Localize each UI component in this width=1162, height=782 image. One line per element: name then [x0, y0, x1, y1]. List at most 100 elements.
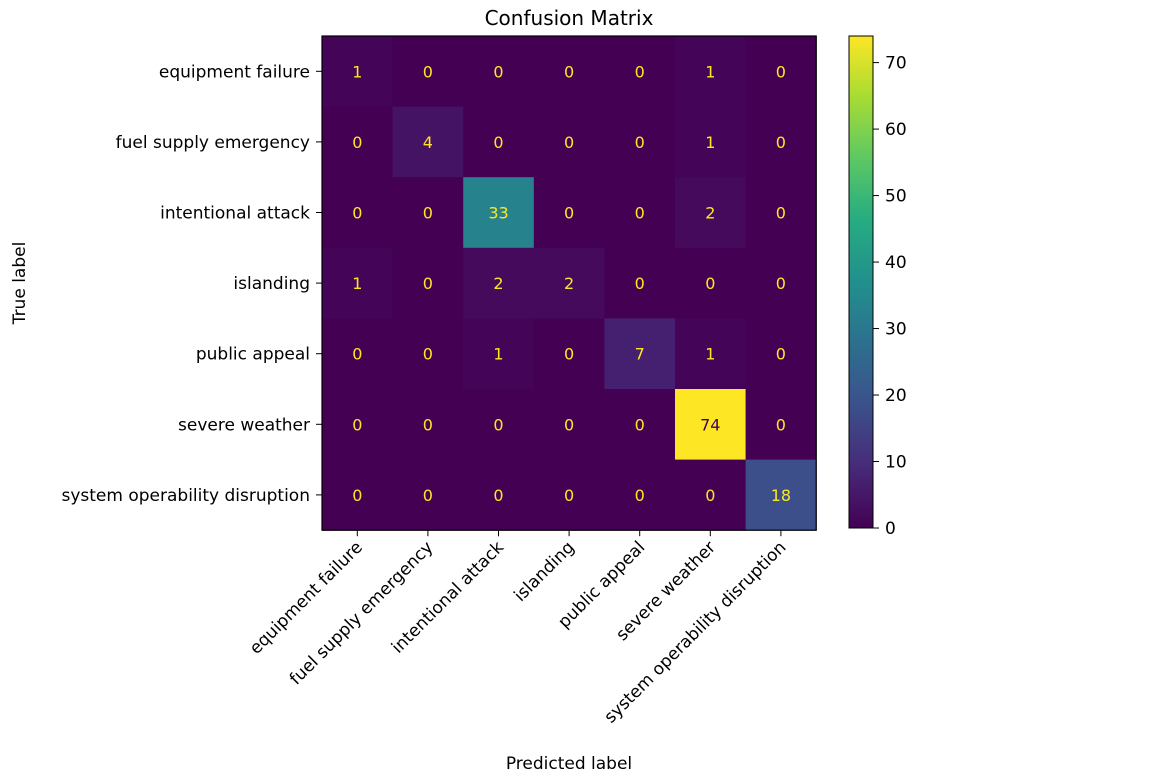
heatmap-cell: [392, 318, 464, 390]
cell-value-label: 0: [493, 62, 503, 81]
cell-value-label: 0: [352, 345, 362, 364]
colorbar-tick-label: 50: [885, 187, 907, 207]
cell-value-label: 2: [705, 204, 715, 223]
heatmap-cell: [604, 106, 676, 178]
cell-value-label: 0: [423, 274, 433, 293]
cell-value-labels: 1 0 0 0 0 1 0 0 4 0 0 0 1 0 0 0 33 0 0 2 0 1 0 2 2 0 0 0 0 0 1 0 7 1 0 0 0 0 0…: [352, 62, 791, 505]
heatmap-cell: [675, 247, 747, 319]
cell-value-label: 0: [423, 486, 433, 505]
heatmap-cell: [604, 177, 676, 249]
colorbar-tick-label: 40: [885, 253, 907, 273]
x-tick-label: islanding: [510, 538, 578, 606]
chart-title: Confusion Matrix: [485, 6, 654, 30]
colorbar-tick-label: 10: [885, 453, 907, 473]
cell-value-label: 0: [635, 486, 645, 505]
heatmap-cell: [604, 389, 676, 461]
heatmap-cell: [463, 459, 535, 531]
cell-value-label: 0: [423, 415, 433, 434]
heatmap-cell: [463, 247, 535, 319]
cell-value-label: 0: [776, 62, 786, 81]
colorbar: [848, 35, 874, 529]
cell-value-label: 0: [423, 345, 433, 364]
heatmap-cell: [533, 459, 605, 531]
heatmap-cell: [392, 247, 464, 319]
y-tick-label: equipment failure: [159, 62, 310, 82]
cell-value-label: 0: [635, 415, 645, 434]
heatmap-cell: [675, 459, 747, 531]
heatmap-cell: [533, 389, 605, 461]
cell-value-label: 4: [423, 133, 433, 152]
heatmap-cell: [533, 177, 605, 249]
colorbar-tick-label: 0: [885, 519, 896, 539]
y-tick-label: islanding: [233, 274, 310, 294]
heatmap-cell: [533, 318, 605, 390]
heatmap-cell: [463, 389, 535, 461]
heatmap-cell: [675, 389, 747, 461]
cell-value-label: 0: [705, 274, 715, 293]
cell-value-label: 0: [635, 274, 645, 293]
heatmap-cell: [322, 459, 394, 531]
heatmap-cells: [322, 36, 817, 531]
cell-value-label: 0: [776, 274, 786, 293]
cell-value-label: 0: [776, 415, 786, 434]
cell-value-label: 0: [776, 345, 786, 364]
colorbar-tick-label: 60: [885, 120, 907, 140]
cell-value-label: 0: [493, 486, 503, 505]
heatmap-cell: [392, 106, 464, 178]
heatmap-cell: [322, 36, 394, 108]
heatmap-cell: [392, 177, 464, 249]
cell-value-label: 33: [488, 204, 508, 223]
heatmap-cell: [604, 247, 676, 319]
cell-value-label: 74: [700, 415, 720, 434]
heatmap-cell: [745, 389, 817, 461]
heatmap-cell: [675, 177, 747, 249]
colorbar-tick-label: 30: [885, 320, 907, 340]
heatmap-cell: [675, 318, 747, 390]
cell-value-label: 0: [352, 415, 362, 434]
colorbar-ticks: 0 10 20 30 40 50 60 70: [873, 54, 907, 539]
heatmap-cell: [322, 389, 394, 461]
cell-value-label: 7: [635, 345, 645, 364]
heatmap-cell: [745, 36, 817, 108]
cell-value-label: 0: [564, 486, 574, 505]
cell-value-label: 2: [493, 274, 503, 293]
heatmap-cell: [463, 36, 535, 108]
heatmap-cell: [392, 459, 464, 531]
heatmap-cell: [675, 36, 747, 108]
heatmap-cell: [604, 318, 676, 390]
cell-value-label: 0: [423, 62, 433, 81]
y-tick-label: severe weather: [178, 415, 310, 435]
cell-value-label: 0: [635, 204, 645, 223]
cell-value-label: 0: [705, 486, 715, 505]
heatmap-cell: [533, 36, 605, 108]
heatmap-cell: [745, 247, 817, 319]
heatmap-cell: [322, 177, 394, 249]
heatmap-cell: [463, 318, 535, 390]
cell-value-label: 1: [352, 62, 362, 81]
heatmap-cell: [533, 247, 605, 319]
cell-value-label: 1: [493, 345, 503, 364]
cell-value-label: 0: [635, 133, 645, 152]
heatmap-cell: [745, 459, 817, 531]
heatmap-cell: [322, 247, 394, 319]
cell-value-label: 0: [352, 204, 362, 223]
cell-value-label: 2: [564, 274, 574, 293]
cell-value-label: 0: [352, 486, 362, 505]
heatmap-cell: [745, 177, 817, 249]
y-tick-label: public appeal: [196, 345, 310, 365]
heatmap-cell: [322, 106, 394, 178]
cell-value-label: 18: [771, 486, 791, 505]
heatmap-cell: [675, 106, 747, 178]
x-axis-label: Predicted label: [506, 754, 632, 774]
cell-value-label: 0: [776, 204, 786, 223]
cell-value-label: 1: [705, 133, 715, 152]
cell-value-label: 0: [776, 133, 786, 152]
y-tick-label: intentional attack: [160, 204, 310, 224]
cell-value-label: 0: [493, 133, 503, 152]
cell-value-label: 0: [635, 62, 645, 81]
heatmap-cell: [392, 36, 464, 108]
cell-value-label: 0: [564, 62, 574, 81]
cell-value-label: 0: [564, 345, 574, 364]
colorbar-tick-label: 70: [885, 54, 907, 74]
cell-value-label: 1: [705, 345, 715, 364]
